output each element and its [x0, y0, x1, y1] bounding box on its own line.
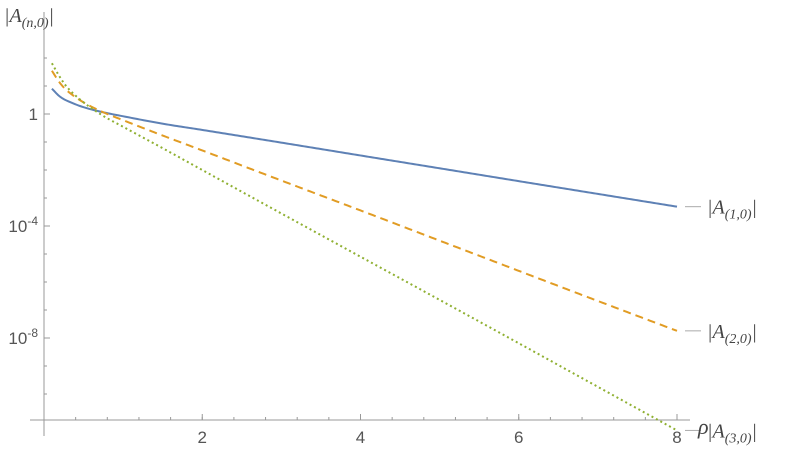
series-line-3: [51, 62, 678, 432]
y-tick-label: 10-4: [8, 214, 38, 236]
x-tick-label: 2: [198, 428, 207, 447]
series-line-1: [51, 88, 678, 208]
series-label-2: |A(2,0)|: [707, 321, 757, 347]
y-ticks: 1 10-4 10-8: [8, 105, 50, 348]
series-line-2: [51, 70, 678, 332]
y-axis-label: |A(n,0)|: [4, 5, 54, 31]
x-tick-label: 6: [514, 428, 523, 447]
y-tick-label: 10-8: [8, 326, 38, 348]
x-tick-label: 4: [356, 428, 365, 447]
series-labels: |A(1,0)| |A(2,0)| |A(3,0)|: [685, 197, 757, 446]
series-label-3: |A(3,0)|: [707, 420, 757, 446]
y-tick-label: 1: [29, 105, 38, 124]
x-ticks: 2 4 6 8: [198, 414, 682, 447]
series-label-1: |A(1,0)|: [707, 197, 757, 223]
x-axis-label: ρ: [697, 414, 709, 439]
series-layer: [51, 62, 678, 432]
x-tick-label: 8: [672, 428, 681, 447]
